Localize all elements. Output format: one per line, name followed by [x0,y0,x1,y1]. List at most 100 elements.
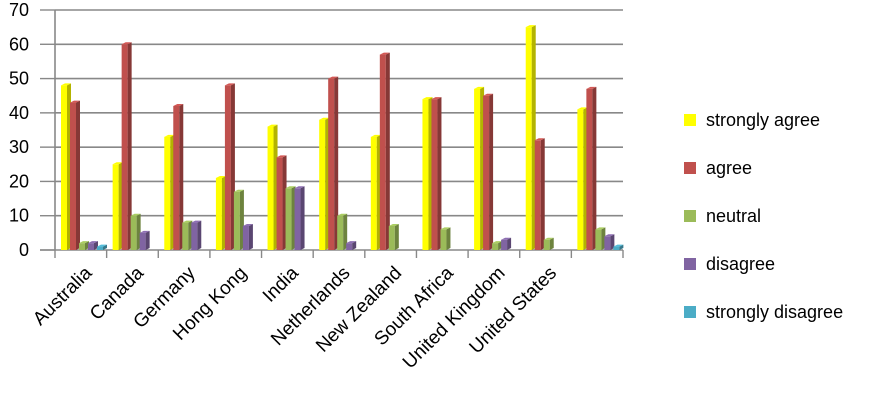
legend-swatch [684,162,696,174]
bar [182,222,189,250]
legend-swatch [684,114,696,126]
y-tick-label: 10 [9,206,29,226]
bar [294,188,301,250]
bar-side [394,224,399,250]
y-tick-label: 70 [9,0,29,20]
y-tick-labels: 0 10 20 30 40 50 60 70 [9,0,29,260]
x-category-label: Australia [29,262,96,329]
bar [483,95,490,250]
bar-top [224,83,235,86]
bar [215,178,222,250]
bar [276,157,283,250]
bar [267,126,274,250]
legend-label: disagree [706,254,775,274]
bar [139,232,146,250]
bar-side [446,227,451,250]
bar-side [619,244,624,250]
bar-top [525,25,536,28]
bar [595,229,602,250]
bar-top [233,189,244,192]
bar [422,99,429,251]
bar [388,226,395,250]
bar-side [352,241,357,250]
y-tick-label: 40 [9,103,29,123]
bar-top [112,162,123,165]
bar [97,246,103,250]
bar-top [483,93,494,96]
bars [61,25,624,251]
bar-side [179,104,184,250]
bar [577,109,584,250]
bar-top [388,224,399,226]
bar [70,102,76,250]
bar-top [242,224,253,226]
bar [474,88,481,250]
bar-top [440,227,451,230]
bar-side [248,224,253,250]
bar-top [422,97,433,100]
bar [79,243,85,250]
bar-top [370,134,381,137]
bar-top [595,227,606,230]
bar [525,27,532,251]
bar [337,215,344,250]
bar [121,44,128,251]
bar-side [76,100,80,250]
bar-side [610,234,615,250]
legend-label: neutral [706,206,761,226]
bar-top [534,138,545,141]
bar-top [191,220,202,223]
bar [242,226,249,250]
bar [164,136,171,250]
bar [440,229,447,250]
bar-top [61,83,71,86]
bar-side [540,138,545,250]
bar [370,136,377,250]
bar [130,215,137,250]
legend: strongly agree agree neutral disagree strong… [684,110,843,322]
legend-label: strongly agree [706,110,820,130]
bar [173,106,180,250]
bar-top [337,213,348,216]
bar [534,140,541,250]
bar-top [379,52,390,55]
bar-top [79,241,89,244]
legend-label: strongly disagree [706,302,843,322]
bar-side [385,52,390,251]
bar [224,85,231,250]
bar-top [431,97,442,100]
bar [191,222,198,250]
bar [586,88,593,250]
bar-top [173,104,184,106]
bar-top [121,42,132,45]
bar [233,191,240,250]
bar [61,85,67,250]
legend-swatch [684,306,696,318]
bar-top [130,213,141,216]
bar-side [197,220,202,250]
bar-top [586,86,597,89]
bar [501,239,508,250]
bar-side [103,244,107,250]
bar-top [319,117,330,120]
legend-swatch [684,258,696,270]
bar-top [543,237,554,240]
bar-top [164,134,175,137]
y-tick-label: 60 [9,34,29,54]
bar-top [88,241,98,244]
bar-top [294,186,305,189]
bar [543,239,550,250]
bar [88,243,94,250]
bar-side [343,213,348,250]
y-tick-label: 50 [9,69,29,89]
bar-side [127,42,132,251]
bar-side [592,86,597,250]
bar [604,236,611,250]
bar [492,243,499,250]
bar-top [613,244,624,247]
bar-top [501,237,512,240]
bar-side [300,186,305,250]
bar-top [474,86,485,89]
